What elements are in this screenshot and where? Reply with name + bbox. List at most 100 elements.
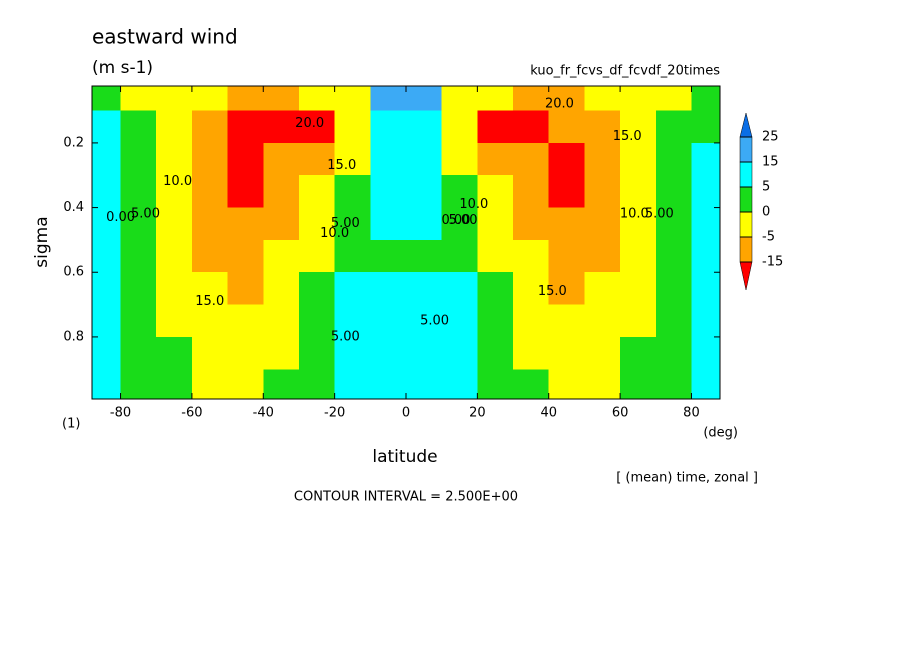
colorbar-arrow	[739, 261, 753, 291]
cell	[477, 304, 514, 338]
cell	[655, 369, 692, 400]
cell	[477, 142, 514, 176]
cell	[263, 304, 300, 338]
cell	[370, 272, 407, 306]
cell	[92, 336, 122, 370]
contour-label: 15.0	[195, 294, 224, 309]
cell	[548, 304, 585, 338]
cell	[191, 369, 229, 400]
cell	[227, 175, 264, 209]
cell	[92, 369, 122, 400]
contour-label: 10.0	[620, 207, 649, 222]
cell	[513, 272, 550, 306]
cell	[156, 369, 193, 400]
cell	[655, 175, 692, 209]
note: [ (mean) time, zonal ]	[616, 471, 758, 486]
colorbar-label: -5	[762, 230, 775, 245]
contour-label: 5.00	[331, 216, 360, 231]
cell	[370, 207, 407, 241]
cell	[655, 86, 692, 112]
colorbar-segment	[739, 161, 753, 188]
cell	[92, 86, 122, 112]
cell	[298, 207, 336, 241]
y-unit: (1)	[62, 417, 80, 432]
x-tick-label: 80	[683, 406, 700, 421]
cell	[92, 304, 122, 338]
cell	[513, 142, 550, 176]
cell	[334, 304, 371, 338]
y-axis-label: sigma	[32, 216, 52, 267]
x-tick-label: 40	[540, 406, 557, 421]
cell	[191, 336, 229, 370]
cell	[120, 272, 157, 306]
x-tick-label: -60	[181, 406, 202, 421]
cell	[370, 110, 407, 144]
cell	[92, 175, 122, 209]
colorbar-label: 15	[762, 155, 779, 170]
cell	[584, 142, 621, 176]
cell	[620, 175, 657, 209]
cell	[691, 86, 721, 112]
cell	[191, 110, 229, 144]
cell	[441, 369, 478, 400]
colorbar-label: 0	[762, 205, 770, 220]
colorbar-segment	[739, 136, 753, 163]
cell	[406, 304, 443, 338]
cell	[370, 142, 407, 176]
cell	[584, 110, 621, 144]
contour-label: 5.00	[131, 207, 160, 222]
colorbar-arrow	[739, 112, 753, 138]
cell	[548, 207, 585, 241]
cell	[263, 336, 300, 370]
cell	[548, 175, 585, 209]
cell	[263, 110, 300, 144]
cell	[334, 175, 371, 209]
contour-label: 15.0	[613, 129, 642, 144]
cell	[620, 110, 657, 144]
cell	[655, 142, 692, 176]
colorbar-segment	[739, 211, 753, 238]
cell	[298, 272, 336, 306]
cell	[92, 110, 122, 144]
cell	[441, 207, 478, 241]
cell	[120, 336, 157, 370]
cell	[263, 86, 300, 112]
cell	[477, 86, 514, 112]
contour-label: 15.0	[327, 158, 356, 173]
cell	[620, 369, 657, 400]
cell	[227, 110, 264, 144]
cell	[620, 142, 657, 176]
cell	[584, 304, 621, 338]
cell	[120, 110, 157, 144]
cell	[92, 207, 122, 241]
contour-label: 0.00	[441, 213, 470, 228]
cell	[620, 336, 657, 370]
x-axis-label: latitude	[372, 447, 437, 467]
cell	[156, 304, 193, 338]
x-tick-label: -80	[110, 406, 131, 421]
cell	[120, 304, 157, 338]
cell	[691, 175, 721, 209]
cell	[263, 207, 300, 241]
contour-label: 5.00	[449, 213, 478, 228]
x-tick-label: -20	[324, 406, 345, 421]
contour-label: 10.0	[459, 197, 488, 212]
footer: CONTOUR INTERVAL = 2.500E+00	[294, 490, 518, 505]
cell	[370, 175, 407, 209]
x-tick-label: -40	[253, 406, 274, 421]
y-tick-label: 0.4	[63, 200, 84, 215]
cell	[334, 239, 371, 273]
cell	[406, 142, 443, 176]
cell	[370, 336, 407, 370]
cell	[406, 86, 443, 112]
cell	[620, 304, 657, 338]
cell	[334, 336, 371, 370]
contour-label: 0.00	[106, 210, 135, 225]
cell	[263, 369, 300, 400]
cell	[334, 272, 371, 306]
cell	[477, 175, 514, 209]
cell	[477, 272, 514, 306]
cell	[191, 239, 229, 273]
cell	[120, 369, 157, 400]
cell	[620, 207, 657, 241]
